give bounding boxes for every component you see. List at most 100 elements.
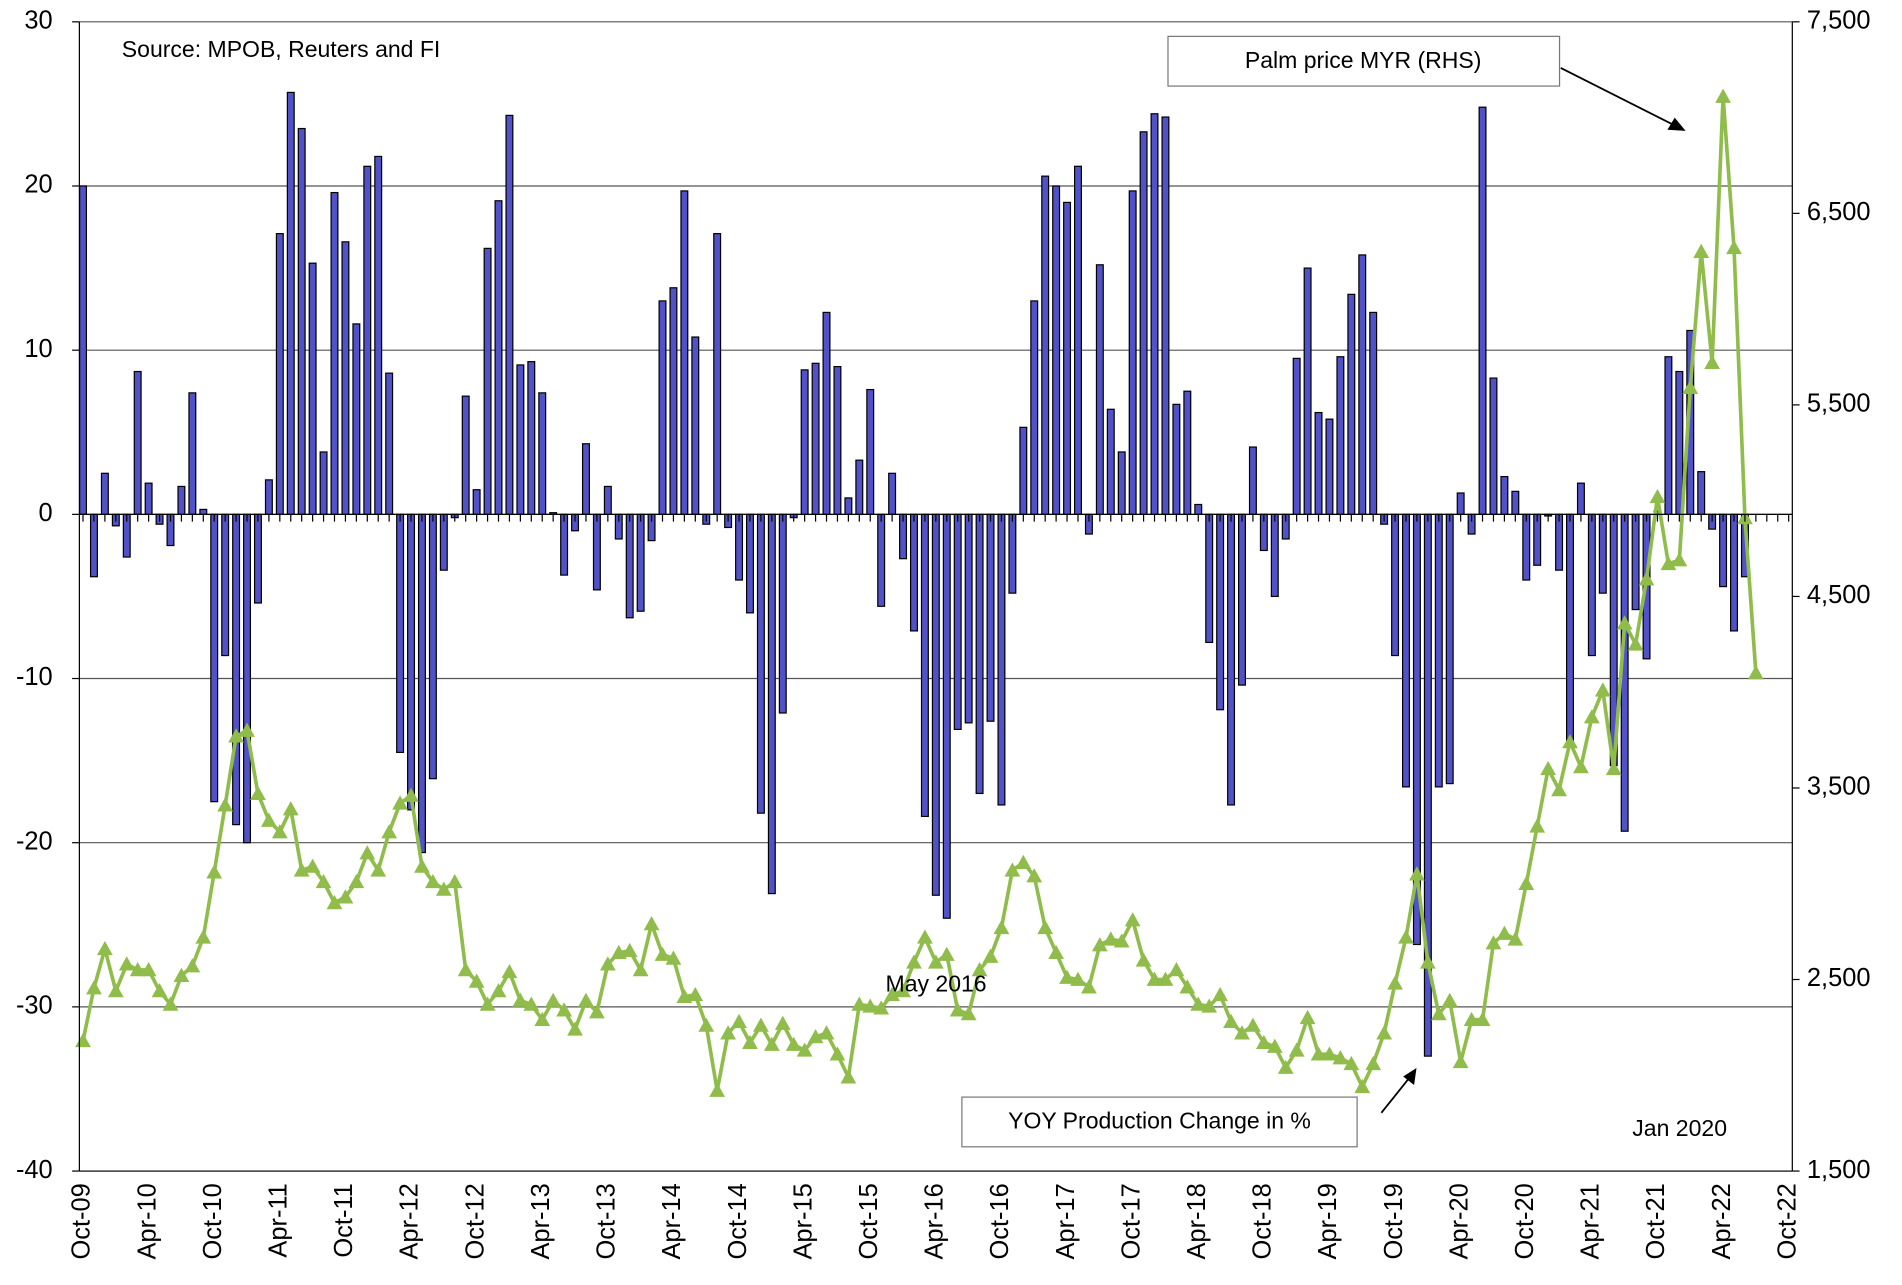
y2-tick-label: 7,500 <box>1807 7 1871 35</box>
bar <box>1566 513 1574 745</box>
bar <box>243 513 252 844</box>
bar <box>188 392 197 515</box>
bar <box>1172 403 1181 515</box>
x-tick-label: Apr-16 <box>921 1183 949 1259</box>
price-marker <box>1299 1009 1316 1025</box>
bar <box>1063 201 1072 515</box>
x-tick-label: Oct-18 <box>1249 1183 1277 1259</box>
bar <box>417 513 426 854</box>
price-marker <box>1682 379 1699 394</box>
bar <box>1730 513 1739 632</box>
bar <box>1478 106 1487 515</box>
price-marker <box>1518 875 1535 891</box>
bar <box>1139 131 1148 515</box>
price-marker <box>1146 971 1163 986</box>
price-marker <box>873 1000 890 1015</box>
bar <box>953 513 962 731</box>
price-marker <box>1398 929 1414 944</box>
price-marker <box>643 916 660 931</box>
price-marker <box>927 954 944 969</box>
bar <box>396 513 405 754</box>
bar <box>1675 370 1684 515</box>
price-marker <box>818 1025 835 1040</box>
price-marker <box>938 946 955 961</box>
price-marker <box>1310 1046 1327 1061</box>
price-marker <box>884 986 900 1002</box>
price-marker <box>1037 919 1054 935</box>
bar <box>1248 446 1257 515</box>
price-marker <box>1365 1055 1382 1071</box>
price-marker <box>337 889 354 904</box>
bar <box>1008 513 1017 594</box>
price-marker <box>589 1004 605 1019</box>
price-marker <box>753 1017 769 1032</box>
bar <box>1336 356 1345 515</box>
price-marker <box>414 858 430 873</box>
price-marker <box>1485 935 1502 950</box>
price-marker <box>261 812 277 827</box>
bar <box>232 513 241 826</box>
price-marker <box>304 858 321 873</box>
price-marker <box>665 950 682 965</box>
bar <box>931 513 940 896</box>
price-marker <box>742 1034 758 1050</box>
price-marker <box>1496 925 1513 940</box>
y2-tick-label: 1,500 <box>1807 1156 1871 1184</box>
price-marker <box>1102 931 1119 946</box>
y-tick-label: -30 <box>16 992 53 1020</box>
bar <box>745 513 754 614</box>
price-marker <box>567 1021 583 1036</box>
price-marker <box>140 962 157 977</box>
bar <box>341 241 350 515</box>
price-marker <box>1015 854 1032 869</box>
price-marker <box>523 996 540 1011</box>
bar <box>1500 475 1509 515</box>
bar <box>1631 513 1640 611</box>
price-marker <box>1605 760 1622 776</box>
bar <box>1456 492 1465 515</box>
x-tick-label: Oct-16 <box>986 1183 1014 1259</box>
price-marker <box>392 795 408 810</box>
price-marker <box>1594 682 1611 697</box>
price-marker <box>829 1046 846 1061</box>
price-marker <box>578 992 594 1007</box>
bar <box>1237 513 1246 686</box>
price-marker <box>1529 818 1546 833</box>
price-marker <box>468 973 485 988</box>
price-marker <box>1551 782 1567 797</box>
price-marker <box>949 1002 966 1017</box>
x-tick-label: Oct-17 <box>1117 1183 1145 1259</box>
x-tick-label: Oct-12 <box>461 1183 489 1259</box>
price-marker <box>654 946 671 961</box>
price-arrow <box>1560 67 1677 127</box>
bar <box>133 370 142 515</box>
bar <box>833 365 842 515</box>
bar <box>100 472 109 515</box>
price-marker <box>1627 636 1644 651</box>
bar <box>1216 513 1225 711</box>
price-marker <box>1726 239 1742 255</box>
price-marker <box>785 1036 802 1051</box>
bar <box>1041 175 1050 515</box>
bar <box>1719 513 1728 588</box>
price-marker <box>1255 1034 1272 1050</box>
x-tick-label: Apr-22 <box>1708 1183 1736 1259</box>
bar <box>560 513 569 576</box>
bar <box>1128 190 1137 515</box>
x-tick-label: Oct-21 <box>1642 1183 1670 1259</box>
source-note: Source: MPOB, Reuters and FI <box>122 36 441 62</box>
price-marker <box>1562 734 1578 749</box>
price-marker <box>971 962 988 977</box>
price-marker <box>895 983 911 998</box>
y-tick-label: 20 <box>24 171 52 199</box>
may-2016-note: May 2016 <box>886 971 987 997</box>
bar <box>1106 408 1115 515</box>
price-marker <box>435 881 452 896</box>
bar <box>636 513 645 612</box>
bar <box>538 392 547 515</box>
bar <box>866 388 875 515</box>
x-tick-label: Apr-14 <box>658 1183 686 1259</box>
price-marker <box>501 963 518 979</box>
price-marker <box>610 944 627 959</box>
